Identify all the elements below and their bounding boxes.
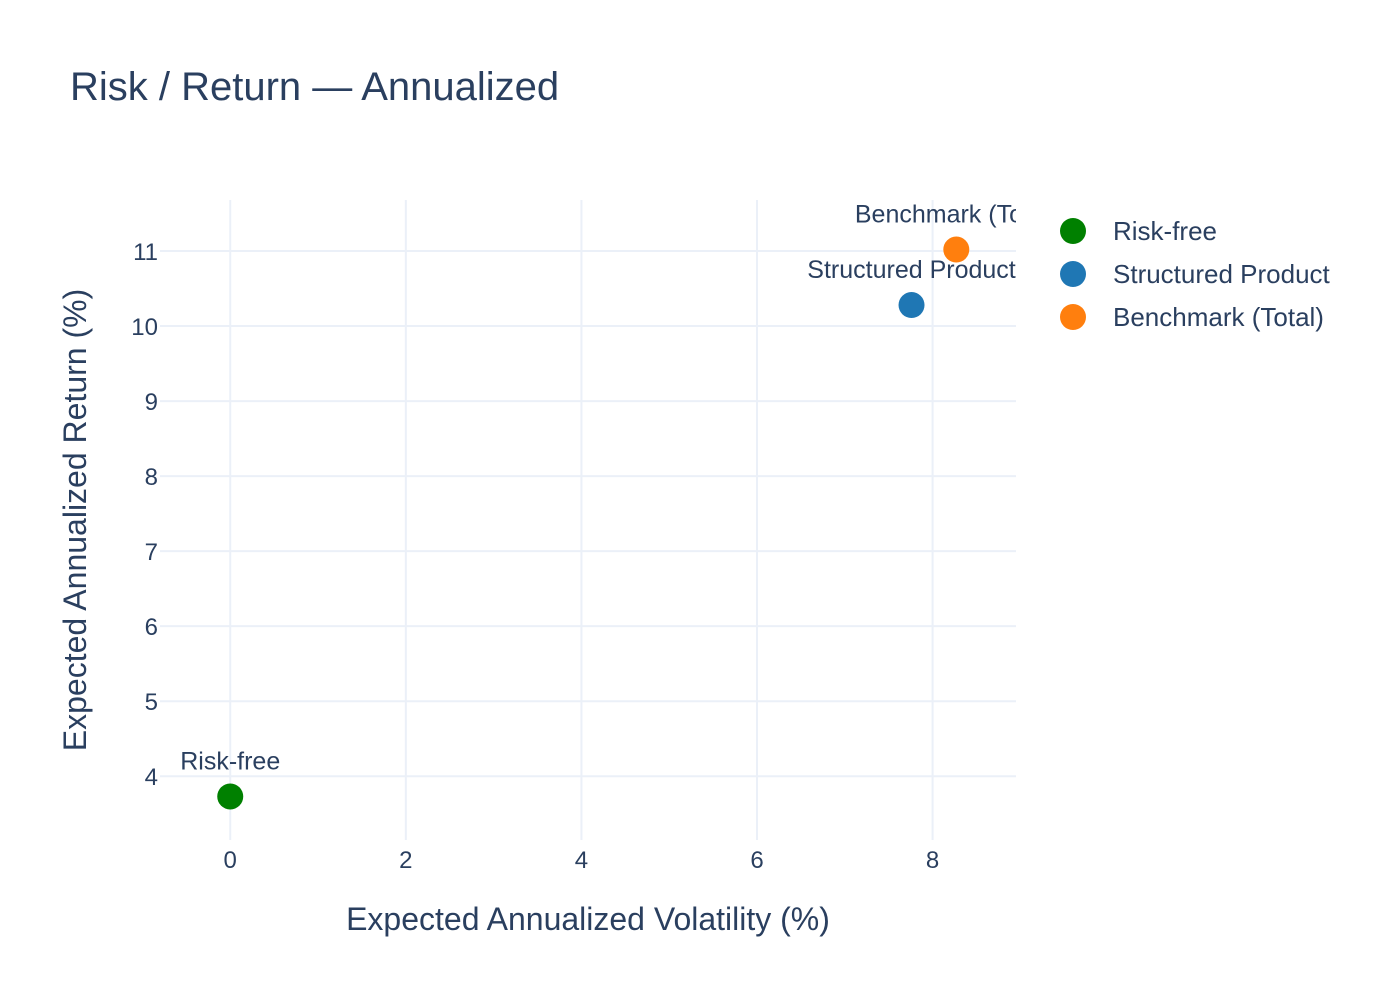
x-tick-label: 2 <box>399 847 412 874</box>
x-tick-label: 6 <box>750 847 763 874</box>
data-point-risk-free[interactable] <box>217 783 244 810</box>
y-tick-label: 10 <box>131 314 158 341</box>
legend-item-label: Structured Product <box>1113 259 1331 289</box>
y-tick-label: 11 <box>133 239 158 266</box>
y-tick-label: 4 <box>145 764 158 791</box>
legend-marker <box>1060 304 1086 330</box>
y-tick-label: 6 <box>145 614 158 641</box>
legend: Risk-free Structured Product Benchmark (To… <box>1060 216 1331 332</box>
x-axis-title: Expected Annualized Volatility (%) <box>346 901 830 937</box>
data-points <box>217 236 970 810</box>
y-tick-label: 7 <box>145 539 158 566</box>
y-tick-label: 5 <box>145 689 158 716</box>
point-label: Structured Product <box>807 256 1015 284</box>
axis-ticks: 0 2 4 6 8 4 5 6 7 8 9 10 11 <box>131 239 939 874</box>
y-tick-label: 8 <box>145 464 158 491</box>
x-tick-label: 8 <box>926 847 939 874</box>
grid-lines <box>160 200 1016 840</box>
y-axis-title: Expected Annualized Return (%) <box>57 289 93 751</box>
point-label: Benchmark (Total) <box>855 201 1058 229</box>
data-point-structured-product[interactable] <box>898 292 925 319</box>
point-labels: Risk-free Structured Product Benchmark (To… <box>180 201 1058 776</box>
point-label: Risk-free <box>180 747 280 775</box>
x-tick-label: 4 <box>575 847 588 874</box>
data-point-benchmark-total[interactable] <box>943 236 970 263</box>
legend-marker <box>1060 218 1086 244</box>
x-tick-label: 0 <box>224 847 237 874</box>
legend-item-label: Benchmark (Total) <box>1113 302 1324 332</box>
chart-title: Risk / Return — Annualized <box>70 65 559 109</box>
legend-marker <box>1060 261 1086 287</box>
legend-item-label: Risk-free <box>1113 216 1217 246</box>
y-tick-label: 9 <box>145 389 158 416</box>
